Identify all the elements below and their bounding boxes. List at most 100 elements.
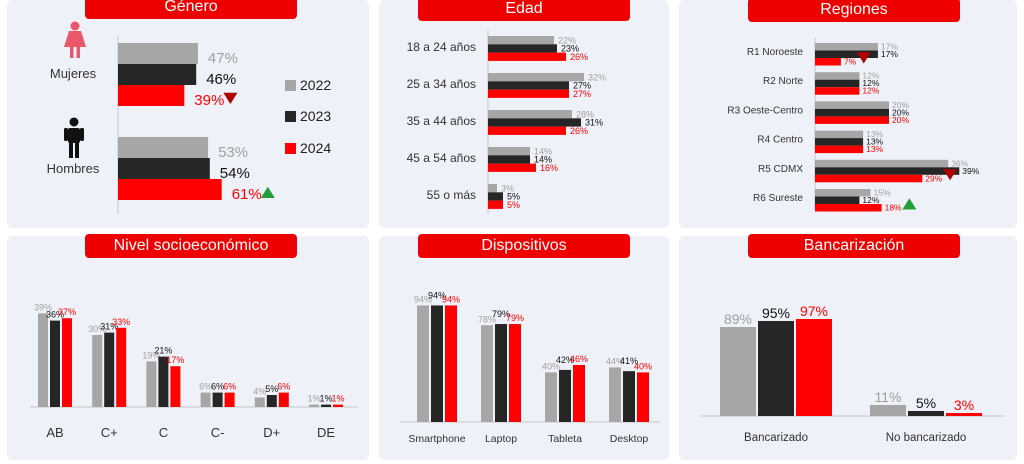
nse-bar-2023-2 bbox=[158, 356, 169, 407]
regiones-value-label-2022-3: 13% bbox=[866, 129, 883, 139]
regiones-bar-2023-2 bbox=[815, 108, 889, 117]
regiones-bar-2022-5 bbox=[815, 189, 871, 197]
nse-value-label-2023-4: 5% bbox=[265, 384, 278, 394]
bancarizacion-bar-2023-0 bbox=[758, 321, 794, 416]
genero-value-label-2024-0: 39% bbox=[194, 92, 224, 109]
edad-value-label-2022-1: 32% bbox=[588, 72, 606, 82]
edad-value-label-2024-1: 27% bbox=[573, 89, 591, 99]
nse-value-label-2023-1: 31% bbox=[100, 322, 118, 332]
nse-bar-2024-4 bbox=[278, 392, 289, 407]
regiones-value-label-2022-4: 36% bbox=[951, 158, 968, 168]
regiones-category-label-1: R2 Norte bbox=[763, 76, 803, 87]
regiones-bar-2023-0 bbox=[815, 50, 878, 58]
edad-value-label-2022-0: 22% bbox=[558, 35, 576, 45]
edad-value-label-2022-3: 14% bbox=[534, 146, 552, 156]
edad-category-label-2: 35 a 44 años bbox=[407, 114, 476, 128]
edad-bar-2024-3 bbox=[488, 163, 536, 172]
dispositivos-bar-2023-0 bbox=[431, 305, 443, 422]
nse-bar-2022-5 bbox=[309, 404, 319, 407]
genero-category-label-0: Mujeres bbox=[50, 66, 97, 81]
regiones-bar-2024-3 bbox=[815, 145, 864, 154]
regiones-bar-2024-2 bbox=[815, 116, 889, 124]
dispositivos-value-label-2023-1: 79% bbox=[492, 309, 510, 319]
edad-bar-2022-2 bbox=[488, 110, 572, 119]
nse-bar-2022-1 bbox=[92, 335, 103, 407]
bancarizacion-bar-2022-1 bbox=[870, 405, 906, 416]
dispositivos-value-label-2024-0: 94% bbox=[442, 294, 460, 304]
nse-bar-2023-0 bbox=[50, 320, 60, 407]
regiones-value-label-2023-0: 17% bbox=[881, 49, 898, 59]
dispositivos-bar-2023-1 bbox=[495, 324, 507, 422]
regiones-value-label-2022-0: 17% bbox=[881, 42, 898, 52]
nse-value-label-2024-2: 17% bbox=[166, 355, 184, 365]
nse-bar-2022-0 bbox=[38, 313, 48, 407]
title-nse: Nivel socioeconómico bbox=[85, 234, 297, 258]
regiones-value-label-2024-3: 13% bbox=[866, 144, 883, 154]
edad-category-label-3: 45 a 54 años bbox=[407, 151, 476, 165]
nse-value-label-2024-5: 1% bbox=[331, 394, 344, 404]
regiones-bar-2023-4 bbox=[815, 167, 960, 175]
dispositivos-value-label-2022-0: 94% bbox=[414, 294, 432, 304]
nse-value-label-2024-0: 37% bbox=[58, 307, 76, 317]
nse-value-label-2023-2: 21% bbox=[154, 346, 172, 356]
nse-bar-2022-2 bbox=[146, 361, 157, 407]
bancarizacion-bar-2024-0 bbox=[796, 319, 832, 416]
nse-value-label-2022-5: 1% bbox=[307, 394, 320, 404]
nse-category-label-0: AB bbox=[46, 425, 63, 440]
regiones-value-label-2024-5: 18% bbox=[885, 203, 902, 213]
regiones-category-label-4: R5 CDMX bbox=[758, 164, 803, 175]
title-regiones: Regiones bbox=[748, 0, 960, 22]
nse-category-label-4: D+ bbox=[263, 425, 280, 440]
regiones-bar-2022-4 bbox=[815, 159, 949, 168]
regiones-value-label-2022-1: 12% bbox=[862, 71, 879, 81]
genero-bar-2023-0 bbox=[118, 64, 197, 85]
nse-value-label-2022-2: 19% bbox=[142, 350, 160, 360]
nse-bar-2023-5 bbox=[321, 404, 331, 407]
regiones-bar-2022-3 bbox=[815, 130, 864, 139]
dispositivos-category-label-2: Tableta bbox=[548, 433, 582, 445]
genero-value-label-2024-1: 61% bbox=[232, 186, 262, 203]
regiones-category-label-2: R3 Oeste-Centro bbox=[727, 105, 803, 116]
dispositivos-value-label-2024-2: 46% bbox=[570, 354, 588, 364]
dispositivos-bar-2024-2 bbox=[573, 364, 585, 422]
regiones-trend-up-icon-5 bbox=[902, 198, 917, 210]
regiones-value-label-2023-1: 12% bbox=[862, 78, 879, 88]
dispositivos-bar-2022-0 bbox=[417, 305, 429, 422]
nse-category-label-3: C- bbox=[211, 425, 225, 440]
bancarizacion-bar-2024-1 bbox=[946, 413, 982, 416]
edad-value-label-2024-3: 16% bbox=[540, 163, 558, 173]
genero-value-label-2022-0: 47% bbox=[208, 50, 238, 67]
nse-category-label-1: C+ bbox=[101, 425, 118, 440]
regiones-value-label-2022-5: 15% bbox=[874, 188, 891, 198]
regiones-value-label-2024-1: 12% bbox=[862, 86, 879, 96]
edad-bar-2023-2 bbox=[488, 118, 581, 127]
nse-category-label-5: DE bbox=[317, 425, 335, 440]
nse-bar-2024-1 bbox=[116, 327, 127, 407]
bancarizacion-value-label-2022-0: 89% bbox=[724, 311, 752, 327]
title-dispositivos: Dispositivos bbox=[418, 234, 630, 258]
regiones-value-label-2024-0: 7% bbox=[844, 57, 857, 67]
genero-bar-2024-0 bbox=[118, 85, 185, 106]
nse-value-label-2024-4: 6% bbox=[277, 382, 290, 392]
legend-label-2022: 2022 bbox=[300, 77, 331, 93]
nse-value-label-2023-3: 6% bbox=[211, 382, 224, 392]
nse-value-label-2022-0: 39% bbox=[34, 302, 52, 312]
legend-swatch-2023 bbox=[285, 111, 296, 122]
bancarizacion-bar-2022-0 bbox=[720, 327, 756, 416]
edad-bar-2023-0 bbox=[488, 44, 557, 53]
legend: 2022 2023 2024 bbox=[285, 77, 331, 156]
regiones-value-label-2023-2: 20% bbox=[892, 107, 909, 117]
nse-value-label-2023-0: 36% bbox=[46, 310, 64, 320]
nse-bar-2023-1 bbox=[104, 332, 115, 407]
dispositivos-value-label-2023-0: 94% bbox=[428, 290, 446, 300]
dispositivos-bar-2023-2 bbox=[559, 369, 571, 422]
nse-value-label-2024-1: 33% bbox=[112, 317, 130, 327]
legend-label-2024: 2024 bbox=[300, 140, 331, 156]
bancarizacion-category-label-1: No bancarizado bbox=[886, 432, 967, 444]
dispositivos-bar-2024-0 bbox=[445, 305, 457, 422]
edad-value-label-2024-2: 26% bbox=[570, 126, 588, 136]
regiones-bar-2023-1 bbox=[815, 79, 860, 88]
bancarizacion-category-label-0: Bancarizado bbox=[744, 432, 808, 444]
female-icon bbox=[64, 21, 86, 58]
regiones-bar-2024-0 bbox=[815, 58, 841, 66]
